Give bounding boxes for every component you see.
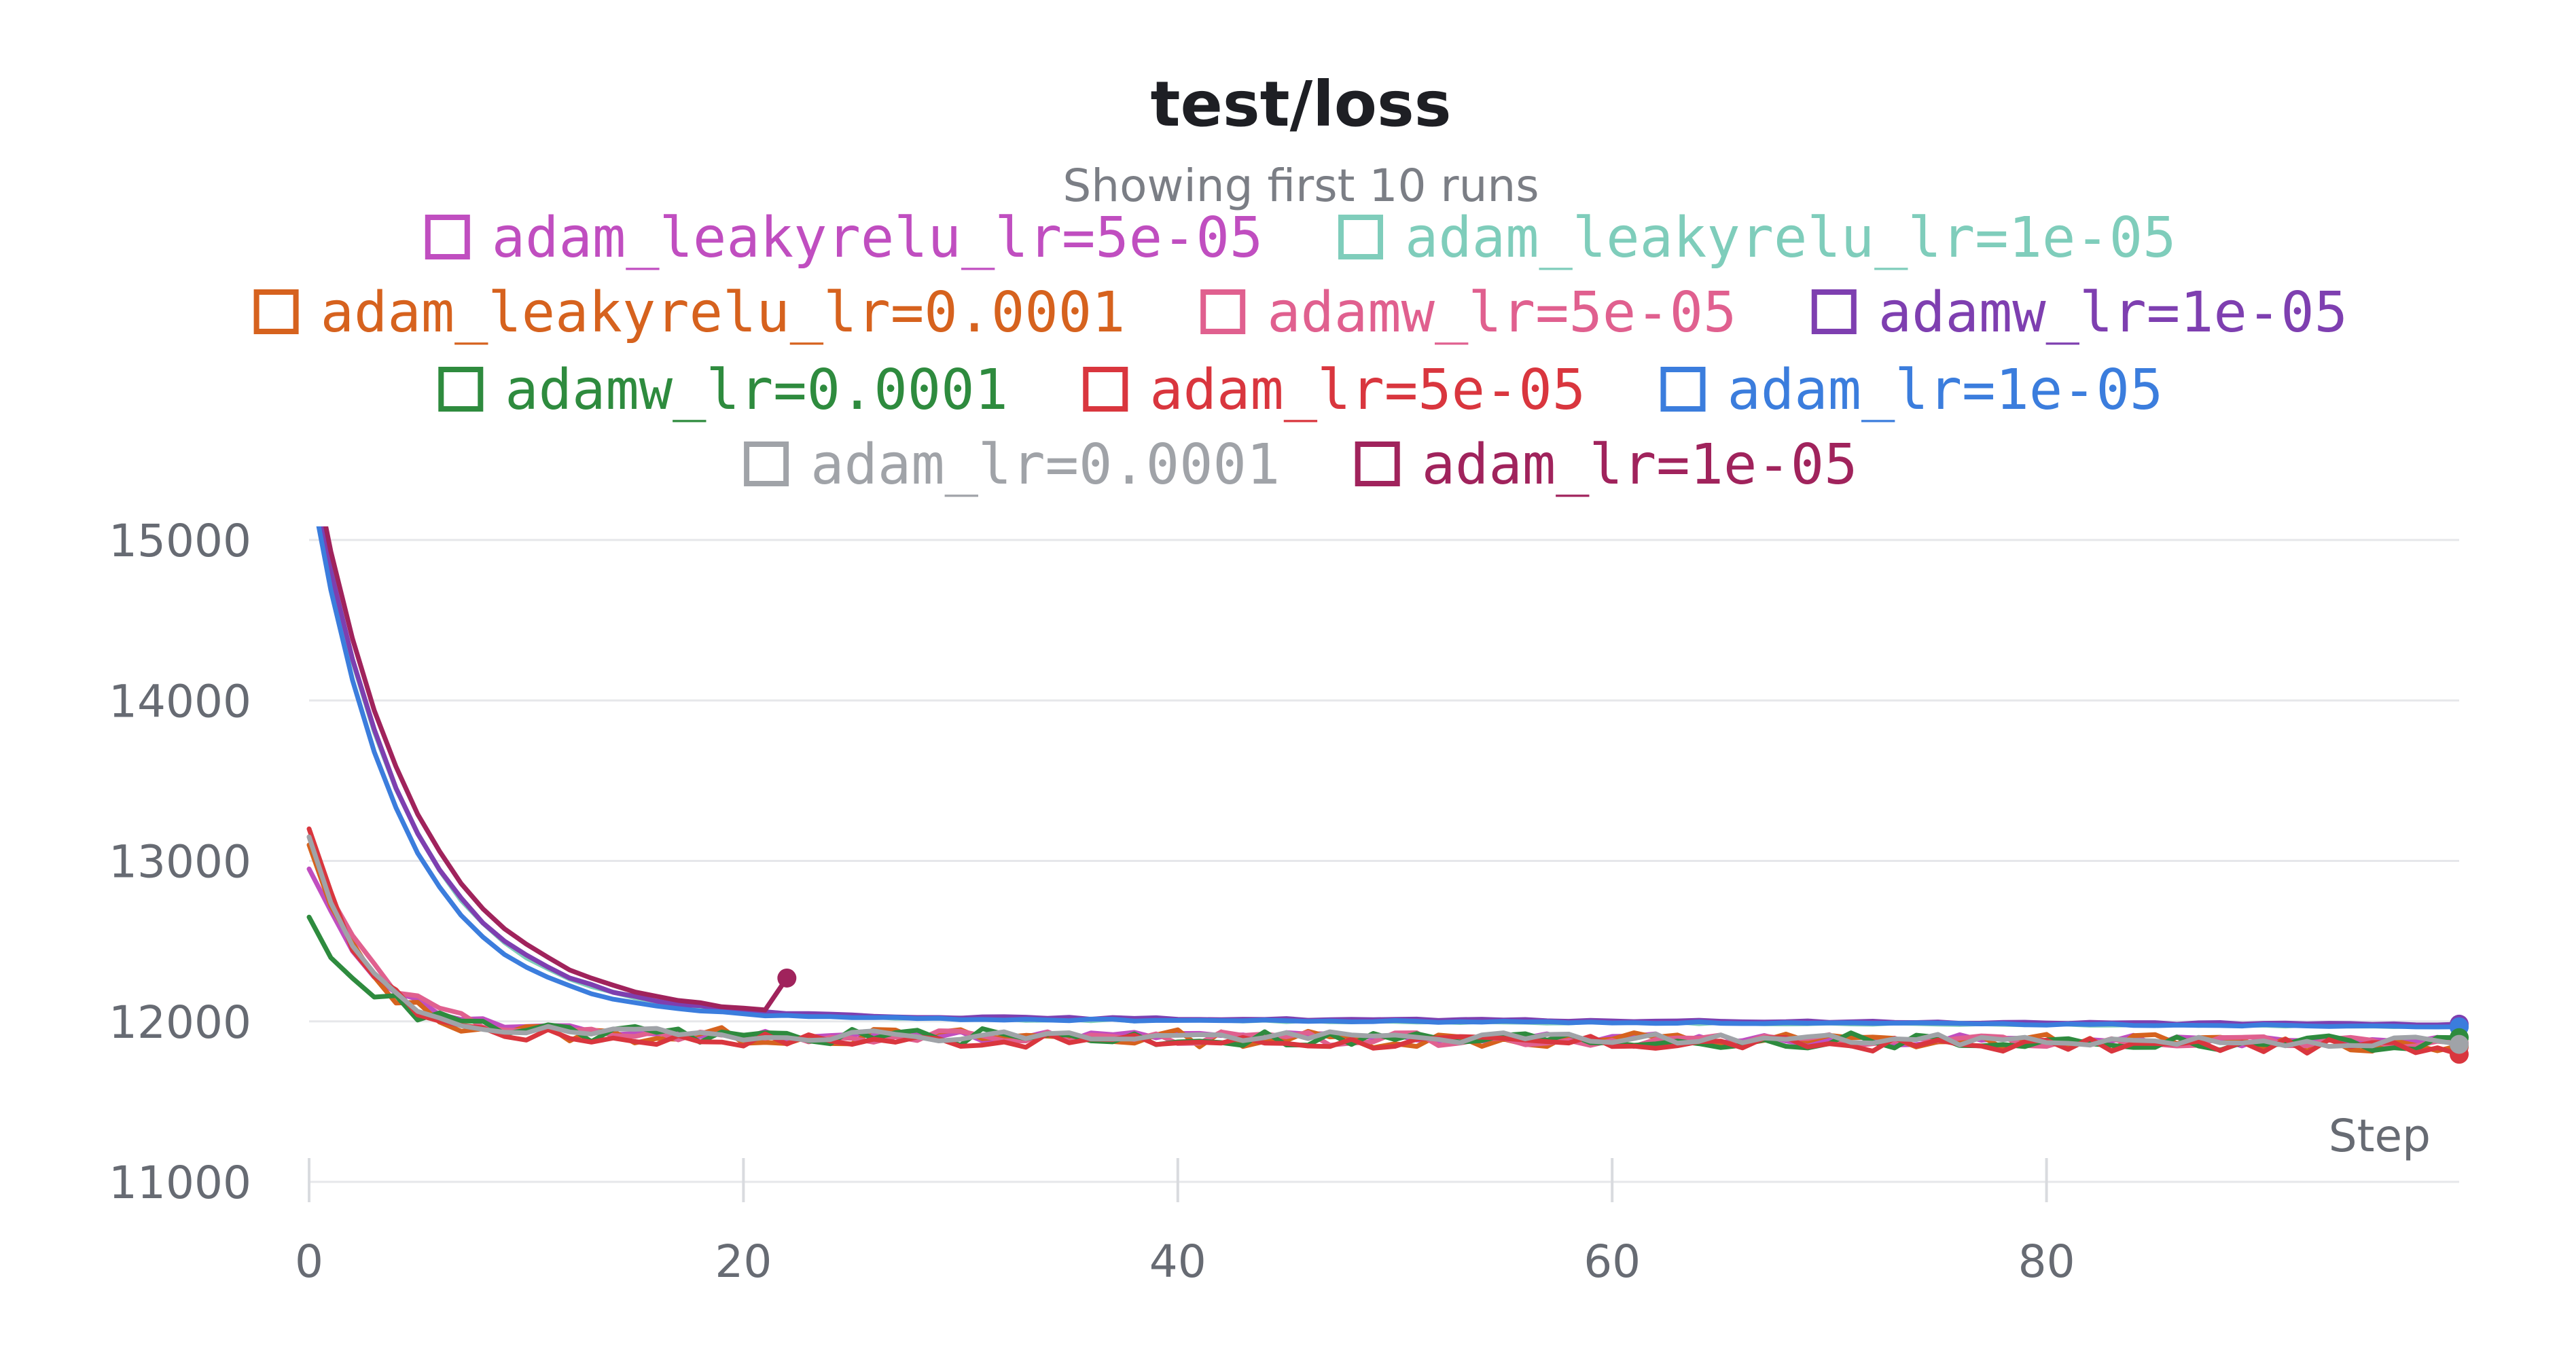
y-tick-label: 11000 — [109, 1157, 251, 1209]
legend-label: adamw_lr=0.0001 — [505, 358, 1008, 422]
legend-item[interactable]: adam_lr=1e-05 — [1660, 358, 2164, 422]
x-tick-label: 80 — [2018, 1235, 2075, 1288]
legend-label: adam_lr=1e-05 — [1422, 433, 1858, 497]
series-group — [306, 526, 2469, 1064]
legend-swatch — [1200, 289, 1246, 334]
legend-label: adam_leakyrelu_lr=5e-05 — [492, 206, 1263, 270]
legend-label: adamw_lr=5e-05 — [1267, 281, 1736, 345]
legend-swatch — [1338, 215, 1383, 259]
legend-item[interactable]: adam_lr=0.0001 — [744, 433, 1280, 497]
legend-item[interactable]: adam_lr=1e-05 — [1355, 433, 1858, 497]
legend: adam_leakyrelu_lr=5e-05 adam_leakyrelu_lr… — [253, 206, 2348, 497]
legend-item[interactable]: adam_leakyrelu_lr=0.0001 — [253, 281, 1126, 345]
series-end-marker — [777, 968, 797, 988]
x-axis-title: Step — [2329, 1110, 2431, 1162]
legend-item[interactable]: adamw_lr=0.0001 — [438, 358, 1008, 422]
y-tick-label: 12000 — [109, 996, 251, 1049]
y-tick-label: 15000 — [109, 515, 251, 567]
series-line — [306, 834, 2462, 1049]
legend-label: adam_leakyrelu_lr=1e-05 — [1405, 206, 2176, 270]
series-line — [306, 826, 2462, 1057]
series-line — [319, 526, 2462, 1028]
legend-label: adam_lr=5e-05 — [1149, 358, 1586, 422]
legend-swatch — [1660, 367, 1706, 412]
x-axis: 0 20 40 60 80 — [295, 1158, 2075, 1288]
legend-label: adam_leakyrelu_lr=0.0001 — [321, 281, 1126, 345]
legend-item[interactable]: adam_lr=5e-05 — [1083, 358, 1586, 422]
x-tick-label: 60 — [1584, 1235, 1641, 1288]
legend-item[interactable]: adamw_lr=5e-05 — [1200, 281, 1736, 345]
legend-item[interactable]: adamw_lr=1e-05 — [1811, 281, 2348, 345]
x-tick-label: 40 — [1149, 1235, 1206, 1288]
legend-swatch — [1811, 289, 1857, 334]
legend-item[interactable]: adam_leakyrelu_lr=1e-05 — [1338, 206, 2176, 270]
legend-swatch — [253, 289, 299, 334]
legend-label: adam_lr=0.0001 — [810, 433, 1280, 497]
series-line — [316, 526, 2462, 1030]
series-line — [319, 526, 2462, 1030]
legend-item[interactable]: adam_leakyrelu_lr=5e-05 — [425, 206, 1263, 270]
y-tick-label: 14000 — [109, 675, 251, 727]
legend-swatch — [744, 441, 789, 486]
legend-swatch — [1355, 441, 1400, 486]
chart-title: test/loss — [1151, 68, 1452, 141]
legend-label: adamw_lr=1e-05 — [1878, 281, 2348, 345]
series-line — [323, 526, 789, 1013]
x-tick-label: 0 — [295, 1235, 323, 1288]
series-line — [306, 834, 2462, 1050]
x-tick-label: 20 — [715, 1235, 772, 1288]
y-tick-label: 13000 — [109, 836, 251, 888]
legend-swatch — [1083, 367, 1128, 412]
y-axis: 11000 12000 13000 14000 15000 — [109, 515, 251, 1209]
legend-swatch — [438, 367, 484, 412]
series-end-marker — [2450, 1034, 2469, 1054]
legend-swatch — [425, 215, 470, 259]
legend-label: adam_lr=1e-05 — [1728, 358, 2164, 422]
grid — [309, 539, 2459, 1183]
chart-subtitle: Showing first 10 runs — [1062, 160, 1539, 212]
